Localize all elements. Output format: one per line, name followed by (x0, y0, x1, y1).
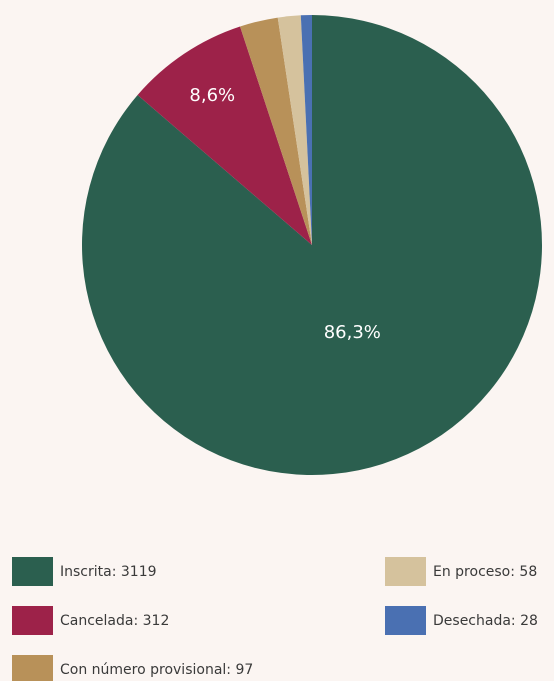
legend-swatch (12, 606, 53, 635)
legend-label: Cancelada: 312 (60, 613, 169, 629)
legend-label: Desechada: 28 (433, 613, 538, 629)
pie-slice (81, 15, 542, 476)
legend-swatch (12, 557, 53, 586)
pie-slice (240, 17, 312, 246)
legend-label: En proceso: 58 (433, 564, 537, 580)
pie-slice (277, 15, 312, 246)
legend-swatch (385, 606, 426, 635)
pie-slice (137, 26, 312, 245)
data-label: 86,3% (324, 322, 381, 343)
data-label: 8,6% (189, 85, 235, 106)
legend-swatch (385, 557, 426, 586)
pie-slice (300, 15, 312, 245)
legend-swatch (12, 655, 53, 681)
legend-label: Inscrita: 3119 (60, 564, 157, 580)
legend-label: Con número provisional: 97 (60, 662, 253, 678)
